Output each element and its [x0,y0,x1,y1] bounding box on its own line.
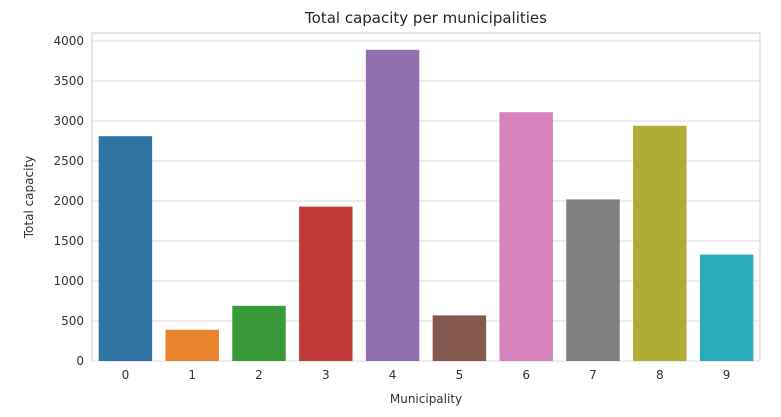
chart-title: Total capacity per municipalities [304,9,547,27]
x-tick-label: 3 [322,368,330,382]
x-tick-label: 8 [656,368,664,382]
y-tick-label: 500 [61,314,84,328]
y-tick-label: 3500 [53,74,84,88]
y-tick-label: 0 [76,354,84,368]
bar-municipality-8 [633,125,687,361]
y-tick-label: 1000 [53,274,84,288]
x-tick-label: 9 [723,368,731,382]
x-tick-label: 2 [255,368,263,382]
bar-municipality-4 [365,49,420,362]
x-tick-label: 4 [389,368,397,382]
bars [98,49,754,362]
y-tick-labels: 0 500 1000 1500 2000 2500 3000 3500 4000 [53,34,84,368]
bar-municipality-0 [98,136,153,361]
y-tick-label: 2500 [53,154,84,168]
y-tick-label: 4000 [53,34,84,48]
y-tick-label: 2000 [53,194,84,208]
bar-municipality-9 [699,254,754,361]
x-tick-label: 5 [456,368,464,382]
y-axis-label: Total capacity [22,156,36,240]
bar-municipality-5 [432,315,487,361]
x-tick-label: 0 [122,368,130,382]
bar-municipality-6 [499,112,553,361]
bar-municipality-1 [165,329,219,361]
bar-municipality-3 [299,206,353,361]
y-tick-label: 1500 [53,234,84,248]
x-tick-label: 7 [589,368,597,382]
y-tick-label: 3000 [53,114,84,128]
x-axis-label: Municipality [390,392,462,406]
x-tick-label: 1 [188,368,196,382]
x-tick-labels: 0 1 2 3 4 5 6 7 8 9 [122,368,731,382]
bar-municipality-2 [232,305,286,361]
x-tick-label: 6 [522,368,530,382]
bar-municipality-7 [566,199,620,361]
